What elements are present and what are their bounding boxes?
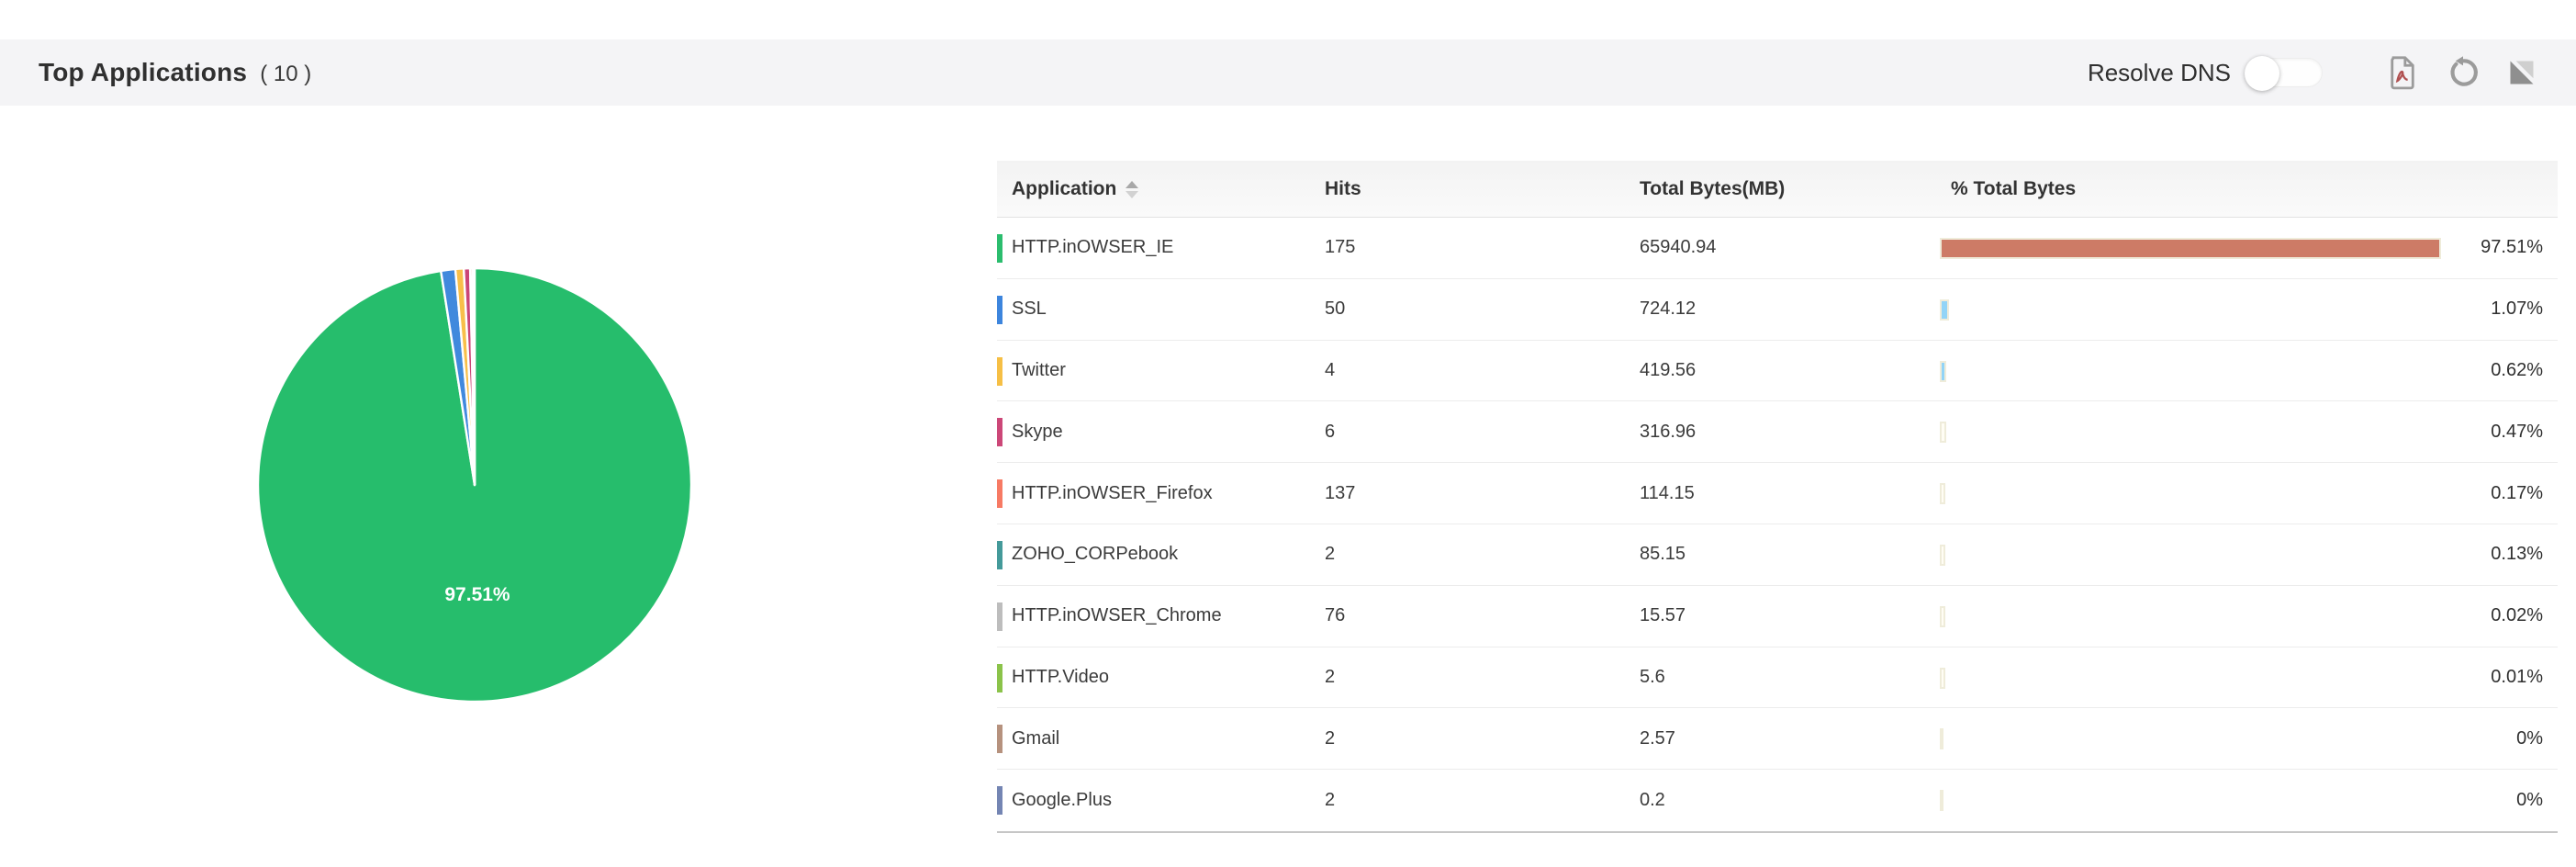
pct-total-bytes-value: 0%	[2516, 727, 2543, 749]
pct-total-bytes-bar	[1940, 728, 1943, 750]
table-row[interactable]: SSL 50 724.12 1.07%	[997, 278, 2558, 341]
table-header-row: Application Hits Total Bytes(MB) % Total…	[997, 161, 2558, 218]
pct-total-bytes-value: 1.07%	[2491, 298, 2543, 320]
pct-total-bytes-bar	[1940, 422, 1946, 444]
hits-value: 137	[1325, 482, 1356, 503]
page-title: Top Applications	[39, 58, 248, 86]
application-name: HTTP.inOWSER_IE	[1012, 237, 1174, 258]
hits-value: 2	[1325, 790, 1336, 811]
application-name: Google.Plus	[1012, 790, 1112, 811]
application-color-strip	[997, 540, 1002, 569]
pct-total-bytes-value: 0.01%	[2491, 666, 2543, 687]
application-name: Gmail	[1012, 727, 1060, 749]
table-row[interactable]: HTTP.inOWSER_Chrome 76 15.57 0.02%	[997, 585, 2558, 647]
total-bytes-value: 316.96	[1640, 421, 1697, 442]
application-color-strip	[997, 725, 1002, 754]
hits-value: 175	[1325, 237, 1356, 258]
hits-value: 2	[1325, 727, 1336, 749]
application-color-strip	[997, 418, 1002, 447]
table-row[interactable]: HTTP.inOWSER_IE 175 65940.94 97.51%	[997, 218, 2558, 279]
column-header-total-bytes[interactable]: Total Bytes(MB)	[1640, 178, 1786, 199]
application-color-strip	[997, 295, 1002, 324]
column-header-application-label: Application	[1012, 178, 1117, 199]
application-name: HTTP.Video	[1012, 666, 1109, 687]
total-bytes-value: 724.12	[1640, 298, 1697, 320]
hits-value: 6	[1325, 421, 1336, 442]
hits-value: 2	[1325, 544, 1336, 565]
widget-header: Top Applications ( 10 ) Resolve DNS	[0, 39, 2576, 106]
application-name: ZOHO_CORPebook	[1012, 544, 1179, 565]
application-color-strip	[997, 234, 1002, 263]
pct-total-bytes-value: 0.47%	[2491, 421, 2543, 442]
application-name: Twitter	[1012, 359, 1066, 380]
pct-total-bytes-bar	[1940, 238, 2441, 259]
pct-total-bytes-value: 0.02%	[2491, 605, 2543, 626]
application-color-strip	[997, 663, 1002, 692]
table-row[interactable]: Gmail 2 2.57 0%	[997, 708, 2558, 771]
total-bytes-value: 5.6	[1640, 666, 1665, 687]
column-header-pct-total-bytes[interactable]: % Total Bytes	[1951, 178, 2077, 199]
total-bytes-value: 0.2	[1640, 790, 1665, 811]
pct-total-bytes-bar	[1940, 544, 1945, 566]
total-bytes-value: 85.15	[1640, 544, 1686, 565]
refresh-icon[interactable]	[2446, 55, 2481, 90]
pie-slice-label: 97.51%	[444, 584, 510, 605]
toggle-knob	[2245, 56, 2279, 91]
pct-total-bytes-value: 97.51%	[2481, 237, 2543, 258]
resolve-dns-label: Resolve DNS	[2087, 58, 2231, 86]
total-bytes-value: 114.15	[1640, 482, 1695, 503]
table-row[interactable]: Google.Plus 2 0.2 0%	[997, 770, 2558, 831]
pct-total-bytes-bar	[1940, 298, 1949, 321]
pct-total-bytes-bar	[1940, 667, 1945, 689]
expand-icon[interactable]	[2508, 59, 2536, 86]
total-bytes-value: 2.57	[1640, 727, 1675, 749]
pct-total-bytes-value: 0%	[2516, 790, 2543, 811]
hits-value: 2	[1325, 666, 1336, 687]
sort-icon[interactable]	[1126, 180, 1139, 198]
pct-total-bytes-value: 0.62%	[2491, 359, 2543, 380]
item-count: ( 10 )	[260, 62, 312, 86]
application-color-strip	[997, 479, 1002, 509]
total-bytes-value: 419.56	[1640, 359, 1697, 380]
table-body: HTTP.inOWSER_IE 175 65940.94 97.51% SSL 50 724…	[997, 218, 2558, 833]
pie-chart[interactable]: 97.51%	[257, 267, 692, 703]
column-header-hits[interactable]: Hits	[1325, 178, 1361, 199]
hits-value: 76	[1325, 605, 1346, 626]
resolve-dns-toggle[interactable]	[2245, 56, 2323, 91]
total-bytes-value: 65940.94	[1640, 237, 1717, 258]
table-row[interactable]: Skype 6 316.96 0.47%	[997, 401, 2558, 464]
application-name: HTTP.inOWSER_Chrome	[1012, 605, 1222, 626]
application-color-strip	[997, 602, 1002, 631]
pct-total-bytes-bar	[1940, 483, 1945, 505]
application-color-strip	[997, 356, 1002, 386]
table-row[interactable]: HTTP.Video 2 5.6 0.01%	[997, 647, 2558, 709]
pct-total-bytes-bar	[1940, 360, 1947, 382]
table-row[interactable]: Twitter 4 419.56 0.62%	[997, 340, 2558, 402]
pct-total-bytes-value: 0.17%	[2491, 482, 2543, 503]
total-bytes-value: 15.57	[1640, 605, 1686, 626]
pct-total-bytes-bar	[1940, 790, 1943, 812]
table-row[interactable]: ZOHO_CORPebook 2 85.15 0.13%	[997, 524, 2558, 586]
table-row[interactable]: HTTP.inOWSER_Firefox 137 114.15 0.17%	[997, 463, 2558, 524]
header-controls: Resolve DNS	[2087, 55, 2536, 91]
pct-total-bytes-bar	[1940, 605, 1945, 627]
application-color-strip	[997, 786, 1002, 816]
application-name: SSL	[1012, 298, 1047, 320]
title-wrap: Top Applications ( 10 )	[39, 58, 311, 87]
application-name: Skype	[1012, 421, 1063, 442]
hits-value: 50	[1325, 298, 1346, 320]
pct-total-bytes-value: 0.13%	[2491, 544, 2543, 565]
top-applications-table: Application Hits Total Bytes(MB) % Total…	[997, 161, 2558, 833]
column-header-application[interactable]: Application	[1012, 161, 1139, 218]
application-name: HTTP.inOWSER_Firefox	[1012, 482, 1213, 503]
hits-value: 4	[1325, 359, 1336, 380]
pdf-export-icon[interactable]	[2387, 55, 2418, 90]
